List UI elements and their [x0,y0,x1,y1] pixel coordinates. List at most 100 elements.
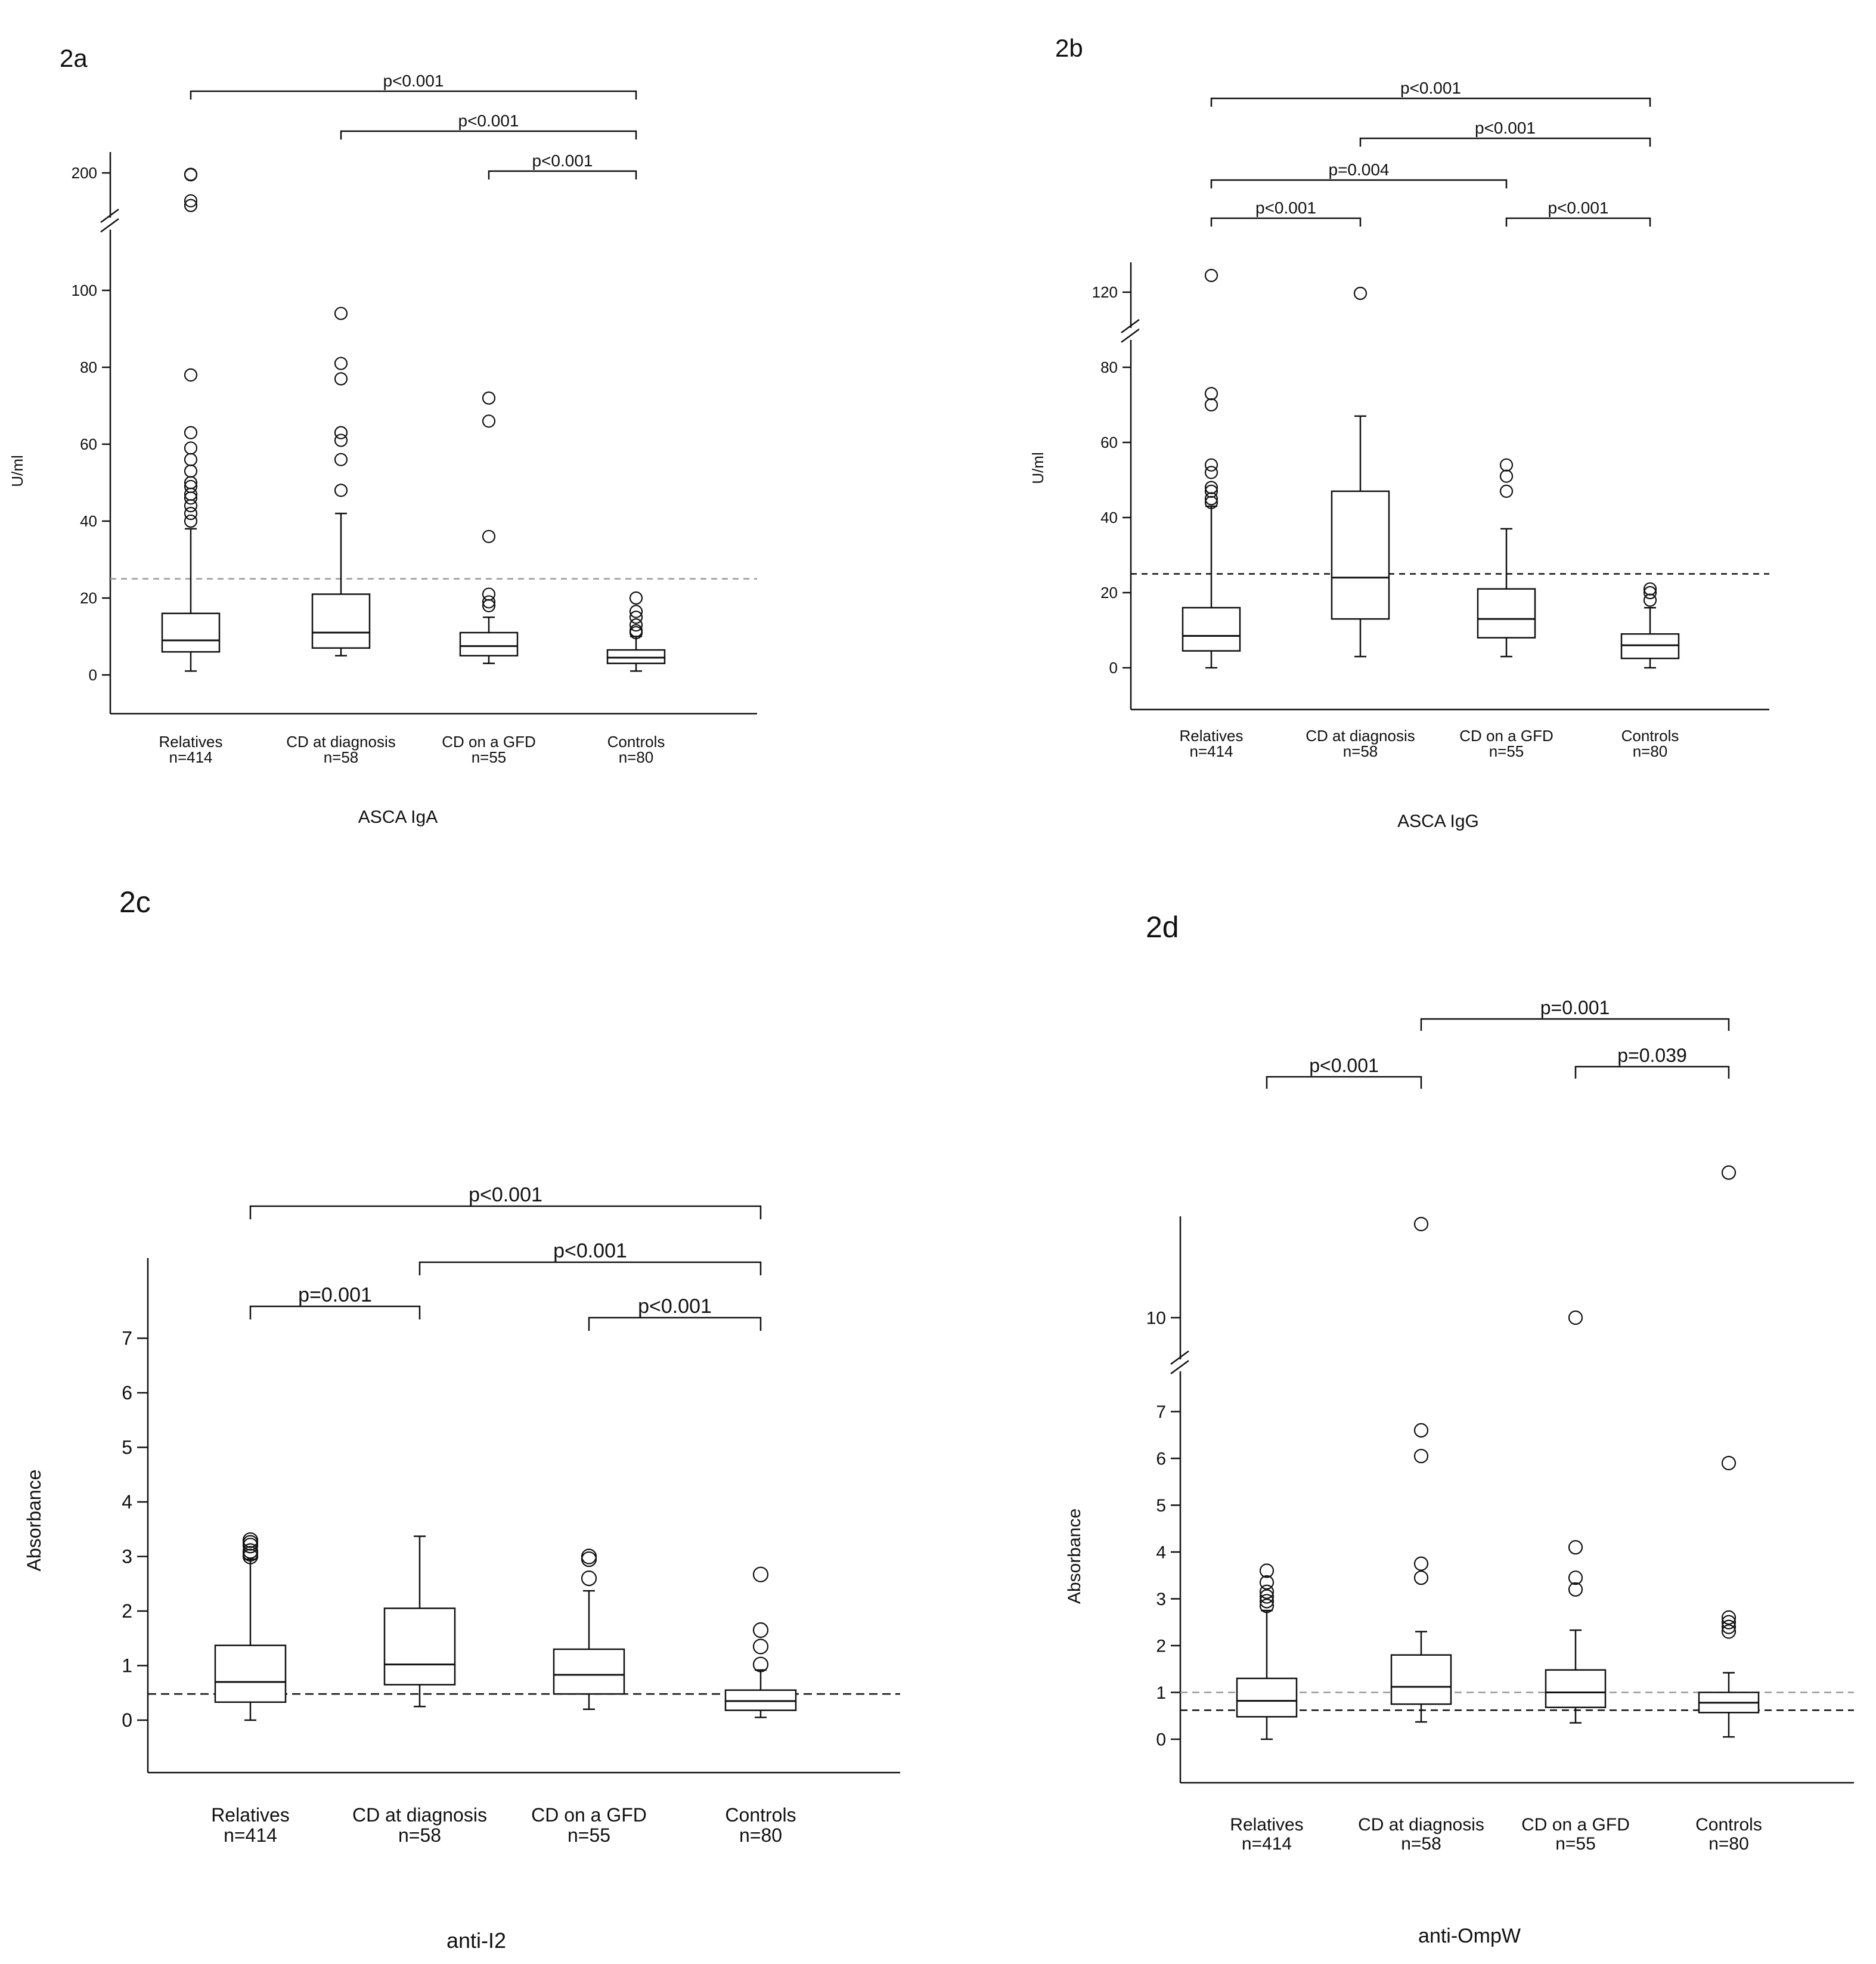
outlier-point [1259,1584,1275,1599]
outlier-point [184,441,198,455]
p-value-label: p<0.001 [1255,199,1316,217]
outlier-point [1643,586,1657,600]
category-label: CD on a GFD [1521,1815,1630,1835]
outlier-point [1413,1216,1429,1232]
outlier-point [1499,458,1514,472]
outlier-point [1568,1582,1583,1597]
outlier-point [1721,1615,1737,1630]
outlier-point [334,306,348,320]
outlier-point [629,624,643,637]
outlier-point [752,1656,769,1672]
comparison-bracket [1210,217,1362,227]
box-iqr [1477,588,1536,639]
y-axis-label: U/ml [8,455,26,487]
category-label: Controls [1621,727,1679,745]
outlier-point [334,453,348,466]
box-iqr [383,1607,456,1686]
n-label: n=80 [1633,742,1668,760]
outlier-point [581,1548,597,1565]
chart-title: anti-I2 [446,1928,506,1953]
panel-label: 2c [119,885,151,919]
outlier-point [1568,1310,1583,1325]
box-iqr [161,612,221,653]
y-axis-label: Absorbance [1065,1508,1084,1604]
panel-label: 2a [60,44,88,72]
outlier-point [1353,286,1368,301]
outlier-point [629,611,643,624]
outlier-point [1259,1589,1275,1604]
n-label: n=58 [1343,742,1378,760]
outlier-point [1204,495,1218,509]
y-tick-label: 7 [1156,1402,1166,1422]
p-value-label: p=0.004 [1329,160,1390,179]
box-iqr [553,1648,625,1695]
y-axis-label: U/ml [1029,452,1047,484]
n-label: n=80 [739,1824,782,1846]
outlier-point [334,433,348,447]
y-tick-label: 6 [1156,1449,1166,1469]
comparison-bracket [190,90,637,100]
axis-break-mark [1121,318,1140,334]
p-value-label: p<0.001 [383,72,444,90]
comparison-bracket [418,1261,762,1275]
n-label: n=414 [169,748,212,766]
outlier-point [334,484,348,497]
outlier-point [1413,1448,1429,1464]
y-tick-label: 2 [122,1600,132,1622]
y-tick-label: 120 [1092,283,1118,301]
box-iqr [214,1644,287,1703]
n-label: n=55 [472,748,507,766]
y-tick-label: 2 [1156,1637,1166,1656]
category-label: Relatives [159,733,223,751]
comparison-bracket [1210,97,1651,107]
outlier-point [1721,1610,1737,1625]
y-tick-label: 5 [122,1437,132,1458]
outlier-point [1643,582,1657,596]
axis-break-mark [100,208,119,224]
outlier-point [482,391,496,405]
outlier-point [1721,1624,1737,1639]
box-iqr [1390,1654,1452,1705]
comparison-bracket [249,1305,421,1319]
category-label: CD on a GFD [1459,727,1553,745]
outlier-point [1259,1594,1275,1609]
outlier-point [184,368,198,382]
axis-break-mark [100,218,119,233]
outlier-point [482,529,496,543]
outlier-point [184,194,198,207]
outlier-point [1413,1556,1429,1571]
outlier-point [1568,1540,1583,1555]
y-tick-label: 0 [1109,659,1118,677]
box-iqr [1236,1677,1298,1718]
outlier-point [334,426,348,439]
axis-break-gap [1172,1359,1189,1371]
p-value-label: p<0.001 [458,111,519,130]
outlier-point [1204,484,1218,498]
box-iqr [1331,490,1390,620]
axis-break-mark [1121,328,1140,343]
y-tick-label: 80 [1100,358,1118,376]
category-label: Controls [1695,1815,1762,1835]
category-label: CD at diagnosis [1306,727,1415,745]
y-tick-label: 3 [122,1546,132,1568]
outlier-point [184,199,198,212]
n-label: n=80 [1708,1834,1749,1854]
y-tick-label: 4 [122,1491,132,1513]
y-tick-label: 6 [122,1382,132,1404]
outlier-point [1721,1165,1737,1180]
p-value-label: p=0.001 [298,1284,372,1306]
outlier-point [1413,1423,1429,1438]
outlier-point [1204,268,1218,283]
outlier-point [1721,1619,1737,1634]
p-value-label: p<0.001 [1475,119,1536,137]
outlier-point [581,1570,597,1587]
outlier-point [629,605,643,618]
box-iqr [1182,606,1241,652]
outlier-point [334,372,348,386]
outlier-point [242,1532,259,1548]
y-tick-label: 0 [89,666,97,684]
chart-title: anti-OmpW [1418,1925,1521,1947]
y-tick-label: 200 [72,164,97,182]
